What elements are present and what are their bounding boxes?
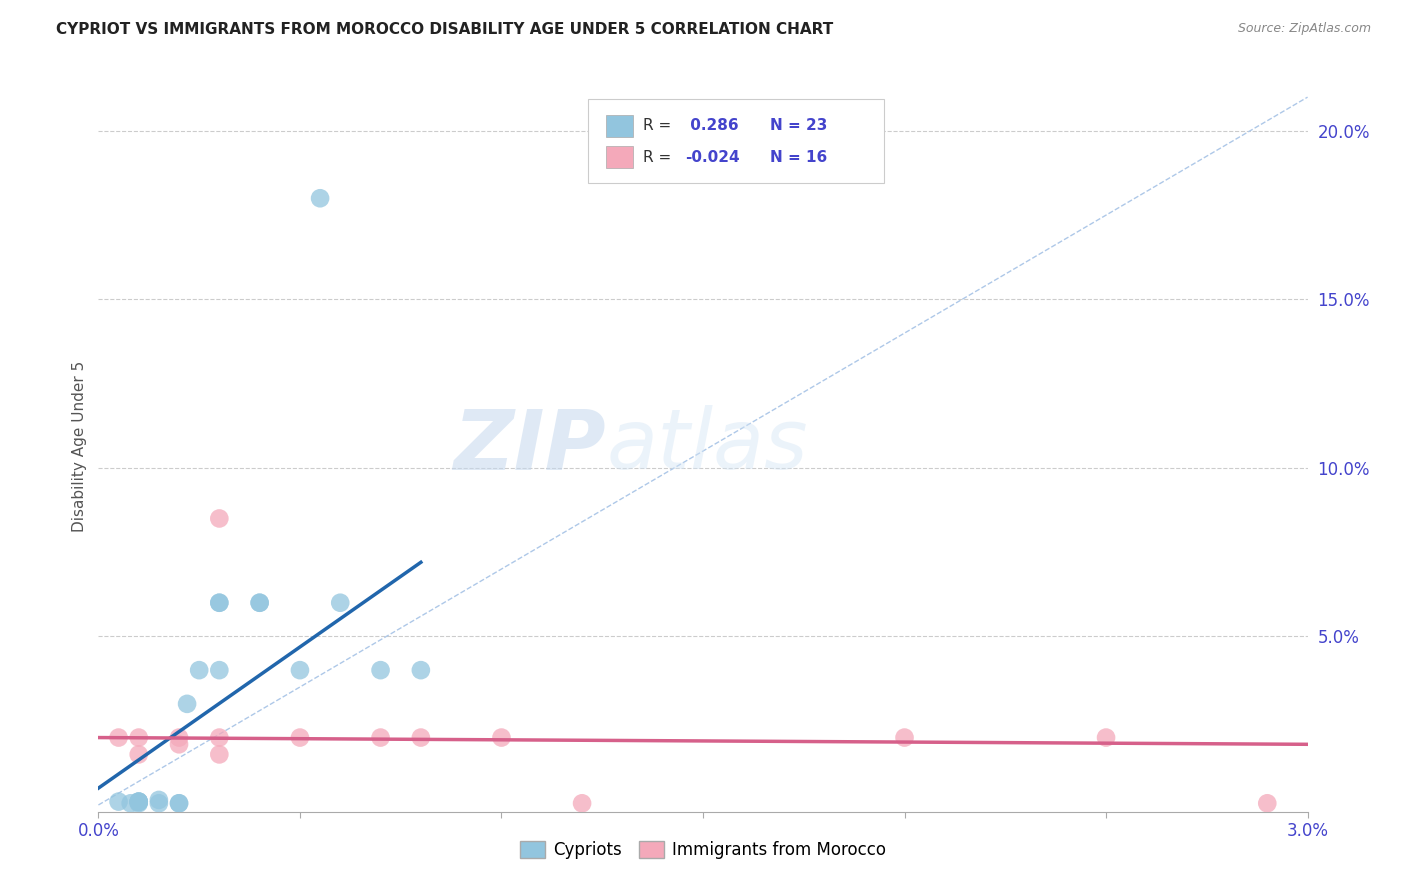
Point bbox=[288, 663, 311, 677]
Point bbox=[167, 797, 190, 811]
Text: N = 23: N = 23 bbox=[769, 118, 827, 133]
Point bbox=[208, 663, 231, 677]
FancyBboxPatch shape bbox=[588, 99, 884, 183]
Point bbox=[107, 795, 129, 809]
Text: ZIP: ZIP bbox=[454, 406, 606, 486]
Point bbox=[176, 697, 198, 711]
Point bbox=[107, 731, 129, 745]
Text: 0.286: 0.286 bbox=[685, 118, 738, 133]
Point bbox=[128, 795, 150, 809]
Point bbox=[167, 731, 190, 745]
Point bbox=[208, 731, 231, 745]
Text: R =: R = bbox=[643, 150, 671, 165]
Point bbox=[1095, 731, 1118, 745]
Point bbox=[329, 596, 352, 610]
Point bbox=[1256, 797, 1278, 811]
FancyBboxPatch shape bbox=[606, 115, 633, 136]
Point bbox=[128, 797, 150, 811]
Point bbox=[208, 747, 231, 762]
Point bbox=[128, 795, 150, 809]
Point bbox=[409, 731, 432, 745]
Point bbox=[208, 596, 231, 610]
Text: N = 16: N = 16 bbox=[769, 150, 827, 165]
Point bbox=[208, 511, 231, 525]
Point bbox=[128, 731, 150, 745]
Point bbox=[128, 795, 150, 809]
Text: -0.024: -0.024 bbox=[685, 150, 740, 165]
Legend: Cypriots, Immigrants from Morocco: Cypriots, Immigrants from Morocco bbox=[513, 834, 893, 865]
Point bbox=[120, 797, 142, 811]
Point bbox=[167, 737, 190, 751]
Text: atlas: atlas bbox=[606, 406, 808, 486]
Text: R =: R = bbox=[643, 118, 671, 133]
Point bbox=[893, 731, 915, 745]
Point bbox=[288, 731, 311, 745]
Point bbox=[188, 663, 211, 677]
Point bbox=[148, 793, 170, 807]
Point bbox=[571, 797, 593, 811]
Point bbox=[167, 797, 190, 811]
Point bbox=[491, 731, 513, 745]
Text: CYPRIOT VS IMMIGRANTS FROM MOROCCO DISABILITY AGE UNDER 5 CORRELATION CHART: CYPRIOT VS IMMIGRANTS FROM MOROCCO DISAB… bbox=[56, 22, 834, 37]
Point bbox=[208, 596, 231, 610]
Text: Source: ZipAtlas.com: Source: ZipAtlas.com bbox=[1237, 22, 1371, 36]
Point bbox=[370, 731, 392, 745]
Point bbox=[409, 663, 432, 677]
FancyBboxPatch shape bbox=[606, 146, 633, 168]
Point bbox=[148, 797, 170, 811]
Point bbox=[309, 191, 332, 205]
Point bbox=[128, 795, 150, 809]
Point bbox=[370, 663, 392, 677]
Y-axis label: Disability Age Under 5: Disability Age Under 5 bbox=[72, 360, 87, 532]
Point bbox=[128, 747, 150, 762]
Point bbox=[249, 596, 271, 610]
Point bbox=[249, 596, 271, 610]
